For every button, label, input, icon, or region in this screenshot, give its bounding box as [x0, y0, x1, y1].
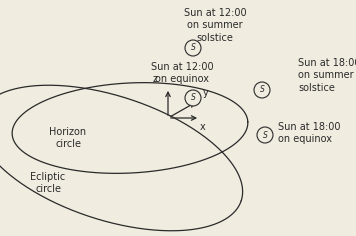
Circle shape: [185, 40, 201, 56]
Text: z: z: [153, 74, 158, 84]
Circle shape: [254, 82, 270, 98]
Text: S: S: [190, 43, 195, 52]
Text: y: y: [203, 88, 209, 98]
Text: Sun at 18:00
on equinox: Sun at 18:00 on equinox: [278, 122, 340, 144]
Text: Sun at 12:00
on summer
solstice: Sun at 12:00 on summer solstice: [184, 8, 246, 43]
Text: Sun at 18:00
on summer
solstice: Sun at 18:00 on summer solstice: [298, 58, 356, 93]
Text: Sun at 12:00
on equinox: Sun at 12:00 on equinox: [151, 62, 213, 84]
Text: Ecliptic
circle: Ecliptic circle: [30, 172, 66, 194]
Text: S: S: [263, 131, 267, 139]
Text: x: x: [200, 122, 206, 132]
Circle shape: [185, 90, 201, 106]
Text: S: S: [190, 93, 195, 102]
Text: Horizon
circle: Horizon circle: [49, 127, 87, 149]
Circle shape: [257, 127, 273, 143]
Text: S: S: [260, 85, 265, 94]
